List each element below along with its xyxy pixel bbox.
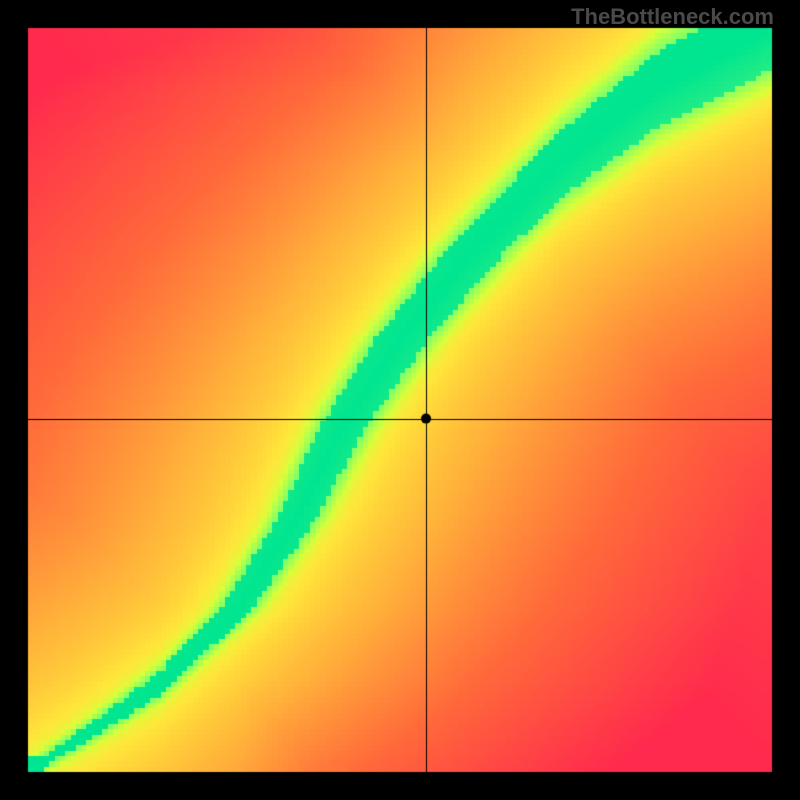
chart-container: TheBottleneck.com [0,0,800,800]
heatmap-canvas [0,0,800,800]
watermark-text: TheBottleneck.com [571,4,774,30]
